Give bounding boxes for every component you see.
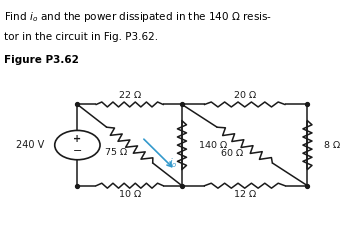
Text: tor in the circuit in Fig. P3.62.: tor in the circuit in Fig. P3.62.: [4, 32, 158, 42]
Text: 12 Ω: 12 Ω: [233, 190, 256, 199]
Text: +: +: [74, 134, 82, 144]
Text: 10 Ω: 10 Ω: [119, 190, 141, 199]
Text: 75 Ω: 75 Ω: [105, 148, 127, 157]
Text: 8 Ω: 8 Ω: [324, 141, 341, 150]
Text: 240 V: 240 V: [16, 140, 44, 150]
Text: 140 Ω: 140 Ω: [199, 141, 227, 150]
Text: 20 Ω: 20 Ω: [233, 91, 256, 100]
Text: 22 Ω: 22 Ω: [119, 91, 141, 100]
Text: Figure P3.62: Figure P3.62: [4, 55, 79, 65]
Text: $i_o$: $i_o$: [169, 156, 177, 170]
Text: Find $i_o$ and the power dissipated in the 140 $\Omega$ resis-: Find $i_o$ and the power dissipated in t…: [4, 10, 272, 24]
Text: 60 Ω: 60 Ω: [221, 149, 243, 158]
Text: −: −: [73, 146, 82, 156]
